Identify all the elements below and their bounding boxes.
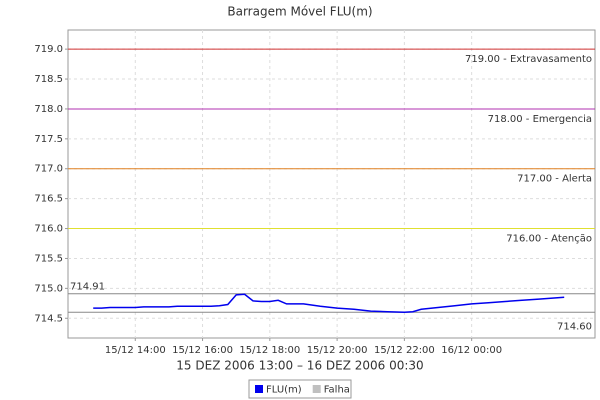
- threshold-label: 718.00 - Emergencia: [488, 114, 592, 125]
- legend-swatch: [312, 385, 321, 393]
- y-tick-label: 716.0: [34, 224, 63, 235]
- x-tick-label: 15/12 20:00: [307, 345, 368, 356]
- plot-area: [67, 29, 596, 339]
- threshold-label: 717.00 - Alerta: [517, 174, 592, 185]
- x-tick-label: 15/12 22:00: [374, 345, 435, 356]
- y-tick-label: 717.5: [34, 134, 63, 145]
- y-tick-label: 714.5: [34, 313, 63, 324]
- legend-box: [248, 379, 352, 399]
- y-tick-label: 717.0: [34, 164, 63, 175]
- marker-label: 714.60: [557, 321, 592, 332]
- legend-swatch: [255, 385, 263, 393]
- threshold-label: 719.00 - Extravasamento: [465, 54, 592, 65]
- legend-label: Falha: [324, 385, 350, 396]
- y-tick-label: 719.0: [34, 44, 63, 55]
- x-axis-label: 15 DEZ 2006 13:00 – 16 DEZ 2006 00:30: [176, 359, 423, 373]
- marker-label: 714.91: [70, 282, 105, 293]
- y-tick-label: 715.0: [34, 283, 63, 294]
- data-line: [93, 293, 565, 314]
- legend-label: FLU(m): [266, 385, 302, 396]
- y-tick-label: 715.5: [34, 253, 63, 264]
- y-tick-label: 718.0: [34, 104, 63, 115]
- x-tick-label: 15/12 16:00: [172, 345, 233, 356]
- threshold-label: 716.00 - Atenção: [506, 234, 592, 245]
- x-tick-label: 15/12 14:00: [105, 345, 166, 356]
- x-tick-label: 15/12 18:00: [239, 345, 300, 356]
- y-tick-label: 716.5: [34, 194, 63, 205]
- chart-title: Barragem Móvel FLU(m): [227, 5, 372, 19]
- x-tick-label: 16/12 00:00: [441, 345, 502, 356]
- y-tick-label: 718.5: [34, 74, 63, 85]
